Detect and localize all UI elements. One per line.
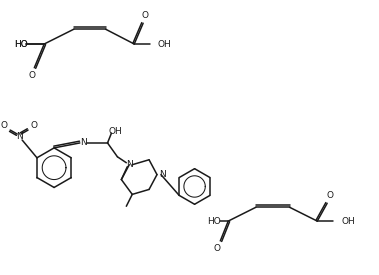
Text: O: O xyxy=(142,11,149,20)
Text: O: O xyxy=(1,121,8,130)
Text: O: O xyxy=(29,71,36,80)
Text: O: O xyxy=(30,121,38,130)
Text: O: O xyxy=(327,191,334,200)
Text: HO: HO xyxy=(14,40,28,48)
Text: N: N xyxy=(80,138,87,147)
Text: HO: HO xyxy=(14,40,28,48)
Text: HO: HO xyxy=(207,217,221,226)
Text: O: O xyxy=(214,244,221,253)
Text: OH: OH xyxy=(342,217,356,226)
Text: N: N xyxy=(160,170,166,179)
Text: OH: OH xyxy=(158,40,172,48)
Text: OH: OH xyxy=(108,126,122,136)
Text: N: N xyxy=(126,160,133,169)
Text: N: N xyxy=(16,131,22,141)
